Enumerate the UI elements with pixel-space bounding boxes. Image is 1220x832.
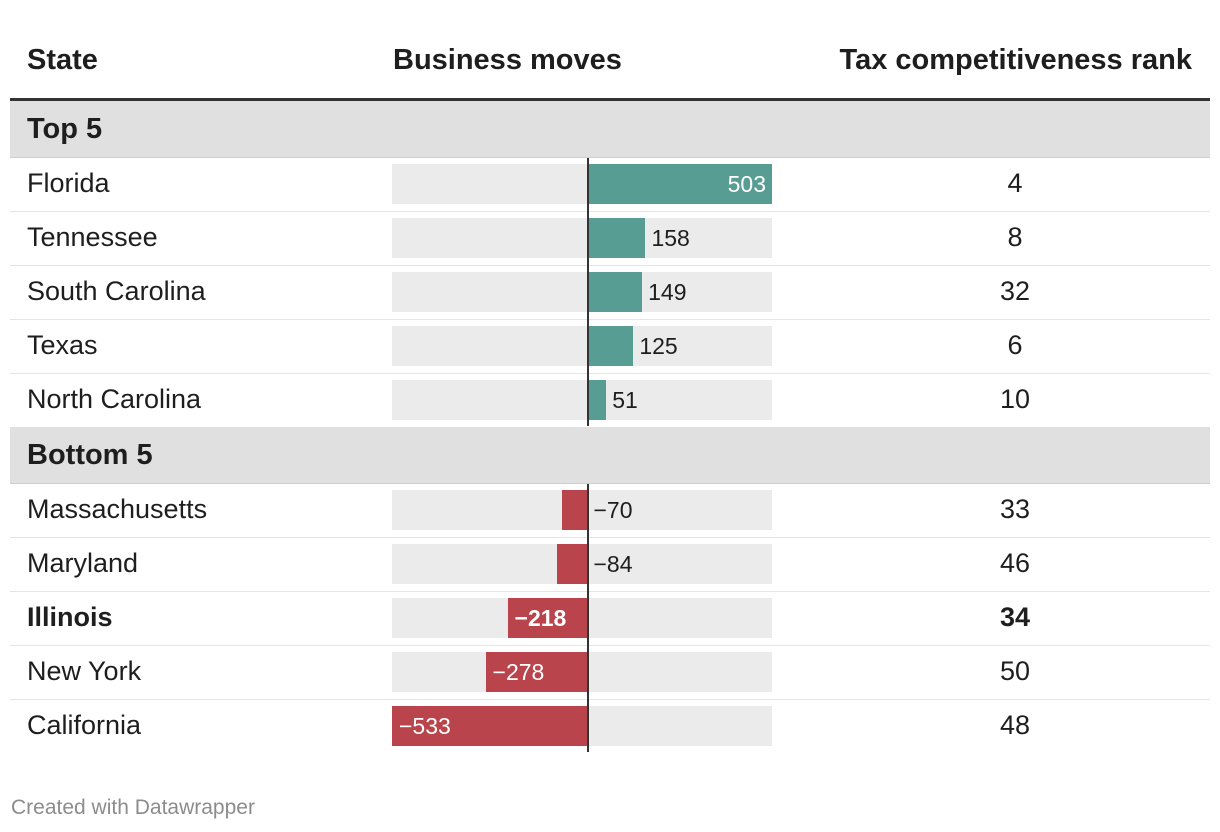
- bar[interactable]: [587, 326, 634, 366]
- state-name: New York: [27, 656, 142, 686]
- table-row: California −533 48: [10, 700, 1210, 753]
- bar-value-label: 149: [648, 279, 687, 305]
- bar[interactable]: [392, 706, 588, 746]
- bar-value-label: 125: [639, 333, 678, 359]
- bar[interactable]: [556, 544, 588, 584]
- bar-value-label: −70: [593, 497, 633, 523]
- bar[interactable]: [587, 218, 646, 258]
- table-row: North Carolina 51 10: [10, 374, 1210, 427]
- table-row: Tennessee 158 8: [10, 212, 1210, 266]
- table-row: New York −278 50: [10, 646, 1210, 700]
- bar-value-label: −533: [399, 713, 451, 739]
- bar[interactable]: [587, 164, 772, 204]
- tax-rank-value: 8: [1007, 222, 1023, 252]
- group-rows: Massachusetts −70 33 Maryland −84 46 Illinois −…: [10, 484, 1210, 753]
- bar[interactable]: [561, 490, 588, 530]
- data-table: State Business moves Tax competitiveness…: [10, 0, 1210, 753]
- bar[interactable]: [485, 652, 588, 692]
- tax-rank-value: 6: [1007, 330, 1023, 360]
- table-row: Illinois −218 34: [10, 592, 1210, 646]
- bar-value-label: −218: [514, 605, 567, 631]
- bar-track: [392, 326, 772, 366]
- state-name: Maryland: [27, 548, 139, 578]
- bar-track: [392, 380, 772, 420]
- bar[interactable]: [507, 598, 588, 638]
- tax-rank-value: 48: [999, 710, 1031, 740]
- state-name: North Carolina: [27, 384, 202, 414]
- bar[interactable]: [587, 380, 607, 420]
- table-row: South Carolina 149 32: [10, 266, 1210, 320]
- table-header: State Business moves Tax competitiveness…: [10, 0, 1210, 101]
- state-name: Illinois: [27, 602, 113, 632]
- bar-track: [392, 218, 772, 258]
- tax-rank-value: 32: [999, 276, 1031, 306]
- tax-rank-value: 46: [999, 548, 1031, 578]
- datawrapper-credit[interactable]: Created with Datawrapper: [11, 796, 255, 819]
- state-name: Massachusetts: [27, 494, 208, 524]
- column-header-state[interactable]: State: [27, 44, 98, 76]
- group-header: Bottom 5: [10, 427, 1210, 484]
- table-row: Maryland −84 46: [10, 538, 1210, 592]
- bar-track: [392, 272, 772, 312]
- state-name: Tennessee: [27, 222, 158, 252]
- tax-rank-value: 4: [1007, 168, 1023, 198]
- tax-rank-value: 10: [999, 384, 1031, 414]
- group-header: Top 5: [10, 101, 1210, 158]
- bar-value-label: 51: [612, 387, 638, 413]
- tax-rank-value: 50: [999, 656, 1031, 686]
- group-label: Top 5: [27, 113, 103, 145]
- table-row: Florida 503 4: [10, 158, 1210, 212]
- group-label: Bottom 5: [27, 439, 153, 471]
- bar-value-label: 158: [651, 225, 690, 251]
- table-row: Texas 125 6: [10, 320, 1210, 374]
- state-name: Florida: [27, 168, 110, 198]
- state-name: California: [27, 710, 142, 740]
- bar-value-label: 503: [727, 171, 766, 197]
- tax-rank-value: 33: [999, 494, 1031, 524]
- bar[interactable]: [587, 272, 643, 312]
- bar-value-label: −278: [492, 659, 545, 685]
- state-name: Texas: [27, 330, 98, 360]
- group-rows: Florida 503 4 Tennessee 158 8 South Carolina 14…: [10, 158, 1210, 427]
- table-row: Massachusetts −70 33: [10, 484, 1210, 538]
- table-body: Top 5 Florida 503 4 Tennessee 158 8 South Carol…: [10, 101, 1210, 753]
- tax-rank-value: 34: [999, 602, 1031, 632]
- bar-value-label: −84: [593, 551, 633, 577]
- state-name: South Carolina: [27, 276, 206, 306]
- zero-axis-line: [586, 158, 589, 426]
- column-header-tax-rank[interactable]: Tax competitiveness rank: [839, 44, 1192, 76]
- column-header-business-moves[interactable]: Business moves: [393, 44, 622, 76]
- zero-axis-line: [586, 484, 589, 752]
